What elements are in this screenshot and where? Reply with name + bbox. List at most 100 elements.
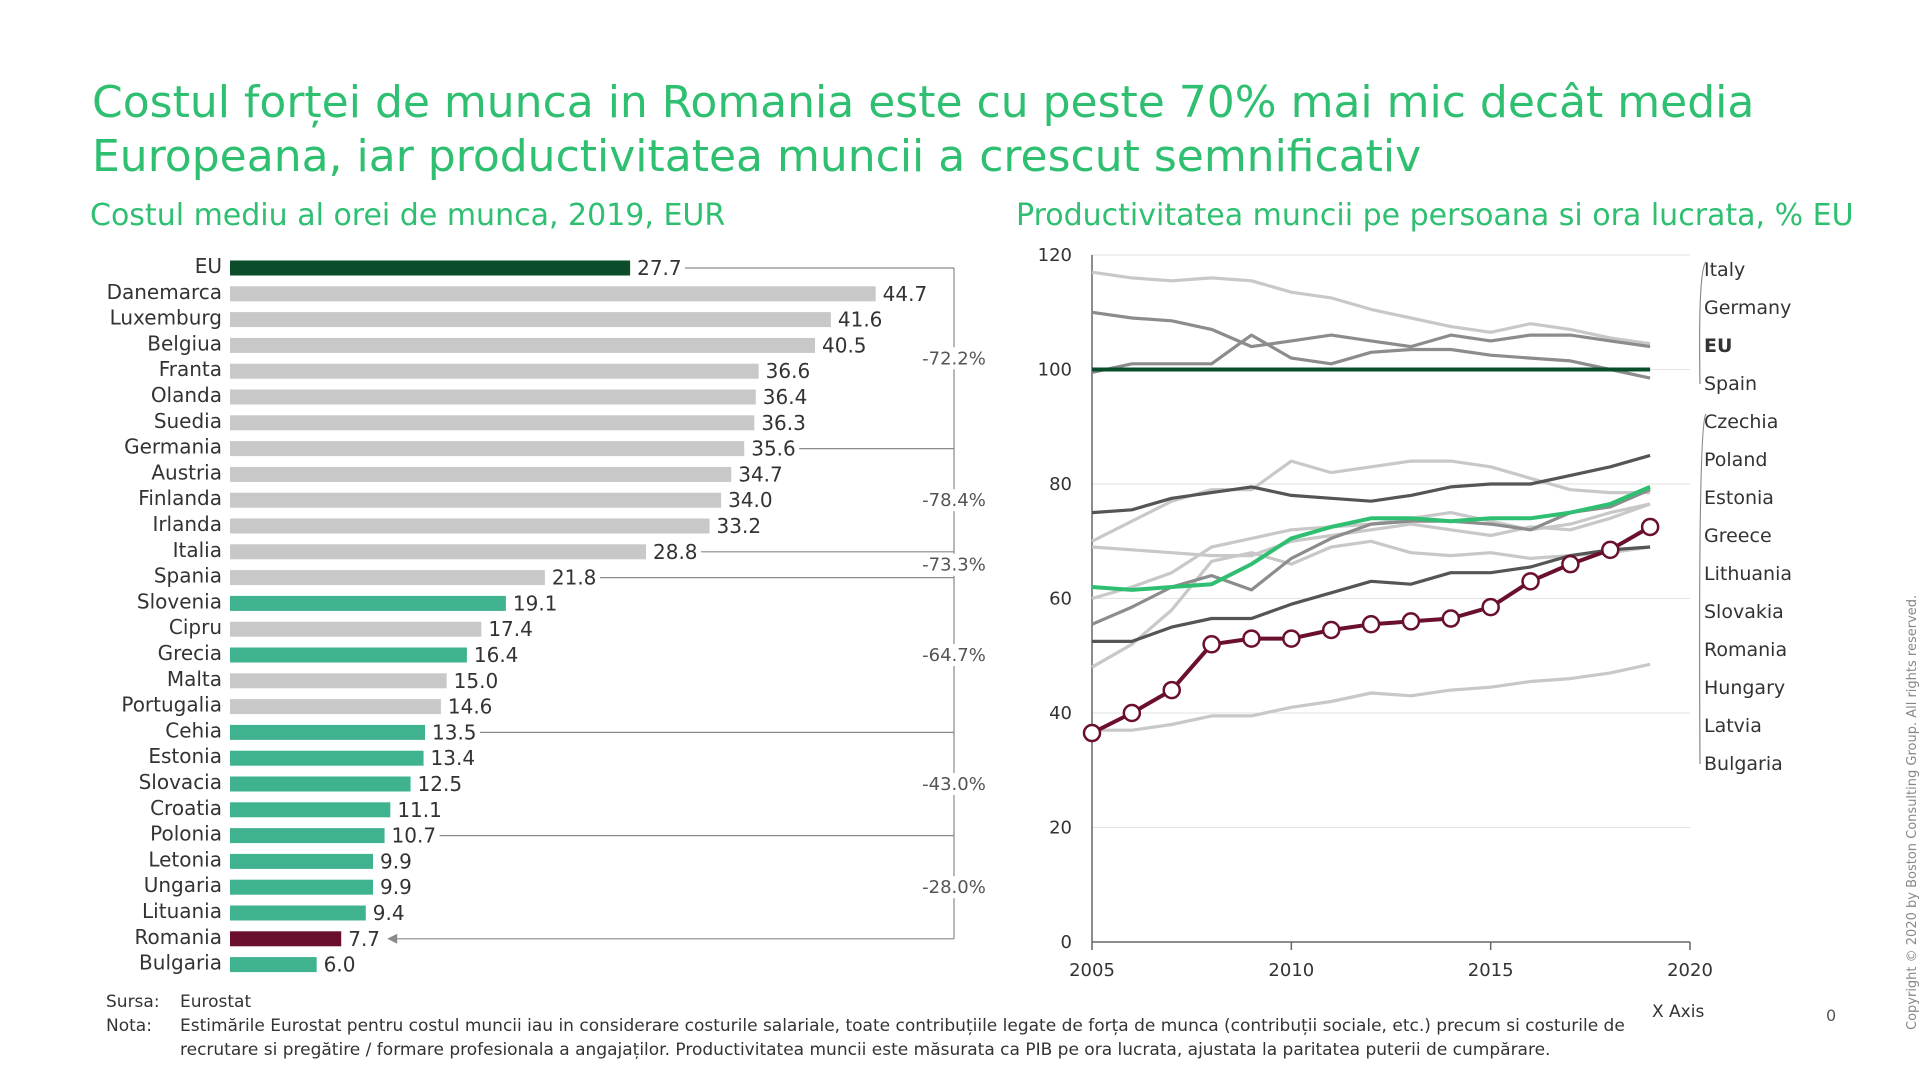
bar xyxy=(230,570,545,586)
title-line-2: Europeana, iar productivitatea muncii a … xyxy=(92,131,1422,182)
bar-value-label: 14.6 xyxy=(448,695,493,719)
romania-point xyxy=(1401,612,1421,631)
bar-category-label: Cehia xyxy=(165,718,222,742)
bar-value-label: 34.0 xyxy=(728,488,773,512)
bar-value-label: 13.5 xyxy=(432,720,477,744)
bar xyxy=(230,492,722,508)
bar-category-label: Grecia xyxy=(158,641,222,665)
romania-point xyxy=(1321,620,1341,640)
bar xyxy=(230,595,506,611)
page-title: Costul forței de munca in Romania este c… xyxy=(92,76,1792,184)
x-tick-label: 2020 xyxy=(1667,960,1713,981)
bar-value-label: 40.5 xyxy=(822,333,867,357)
bar-value-label: 33.2 xyxy=(717,514,762,538)
bracket-label-bg xyxy=(916,773,992,795)
bar-value-label: 17.4 xyxy=(488,617,533,641)
bar-category-label: Romania xyxy=(135,925,222,949)
bar xyxy=(230,363,759,379)
bar-category-label: Olanda xyxy=(151,383,222,407)
romania-point xyxy=(1282,629,1301,648)
bar-value-label: 19.1 xyxy=(513,591,558,615)
legend-entry: Hungary xyxy=(1704,677,1785,699)
bar-category-label: Germania xyxy=(124,435,222,459)
bar-value-label: 44.7 xyxy=(883,282,928,306)
bar-value-label: 41.6 xyxy=(838,308,883,332)
note-line-1: Estimările Eurostat pentru costul muncii… xyxy=(180,1016,1625,1036)
bracket-label: -64.7% xyxy=(922,645,986,666)
bracket-label: -28.0% xyxy=(922,877,986,898)
bar-value-label: 35.6 xyxy=(751,437,796,461)
bar-value-label: 10.7 xyxy=(392,824,437,848)
bar xyxy=(230,750,424,766)
bar-category-label: Portugalia xyxy=(121,693,222,717)
bar xyxy=(230,699,441,715)
bar-category-label: Lituania xyxy=(142,899,222,923)
bar-value-label: 34.7 xyxy=(738,462,783,486)
legend-entry: Estonia xyxy=(1704,487,1774,509)
bar xyxy=(230,724,425,740)
romania-point xyxy=(1441,609,1461,628)
romania-point xyxy=(1242,629,1261,648)
bar-category-label: Slovenia xyxy=(137,589,222,613)
bar-category-label: Danemarca xyxy=(107,280,222,304)
bar-value-label: 15.0 xyxy=(454,669,499,693)
bar-category-label: Estonia xyxy=(148,744,222,768)
bar-value-label: 36.6 xyxy=(766,359,811,383)
series-line-lithuania xyxy=(1091,488,1651,626)
y-tick-label: 40 xyxy=(1049,703,1072,724)
bar-value-label: 13.4 xyxy=(431,746,476,770)
bar xyxy=(230,879,373,895)
x-axis-title: X Axis xyxy=(1652,1002,1705,1022)
bar xyxy=(230,260,631,276)
bar-value-label: 28.8 xyxy=(653,540,698,564)
legend-entry: Latvia xyxy=(1704,715,1762,737)
bar xyxy=(230,828,385,844)
bar-category-label: Irlanda xyxy=(152,512,222,536)
bar xyxy=(230,415,755,431)
x-tick-label: 2010 xyxy=(1268,960,1314,981)
bar-category-label: Spania xyxy=(154,564,222,588)
arrow-head xyxy=(387,933,398,944)
bar xyxy=(230,441,745,457)
bar-value-label: 11.1 xyxy=(397,798,442,822)
y-tick-label: 20 xyxy=(1049,818,1072,839)
copyright-notice: Copyright © 2020 by Boston Consulting Gr… xyxy=(1905,594,1920,1030)
bar xyxy=(230,647,467,663)
romania-point xyxy=(1361,615,1381,634)
bar xyxy=(230,621,482,637)
y-tick-label: 120 xyxy=(1038,245,1072,266)
bracket-label-bg xyxy=(916,876,992,899)
legend-entry: Italy xyxy=(1704,259,1745,281)
series-line-spain xyxy=(1091,333,1651,380)
bracket-label: -43.0% xyxy=(922,774,986,795)
bracket-label: -72.2% xyxy=(922,348,986,369)
bar-category-label: Belgiua xyxy=(147,331,222,355)
title-line-1: Costul forței de munca in Romania este c… xyxy=(92,77,1755,128)
bar-value-label: 9.9 xyxy=(380,849,412,873)
series-line-germany xyxy=(1091,310,1651,349)
bar xyxy=(230,312,831,328)
bar xyxy=(230,957,317,973)
bar-category-label: Luxemburg xyxy=(110,306,222,330)
bar-category-label: Ungaria xyxy=(144,873,222,897)
labor-cost-bar-chart: EU 27.7 Danemarca 44.7 Luxemburg 41.6 Belgiua 4… xyxy=(107,254,992,977)
legend-entry: EU xyxy=(1704,335,1732,357)
source-value: Eurostat xyxy=(180,992,252,1012)
bar xyxy=(230,389,756,405)
bar-category-label: Austria xyxy=(151,460,222,484)
bar xyxy=(230,286,876,302)
bracket-label-bg xyxy=(916,644,992,666)
legend-bracket xyxy=(1699,413,1707,765)
bar-value-label: 36.3 xyxy=(761,411,806,435)
legend-entry: Greece xyxy=(1704,525,1772,547)
bar-value-label: 21.8 xyxy=(552,566,597,590)
bar xyxy=(230,518,710,534)
bar-value-label: 16.4 xyxy=(474,643,519,667)
bar-value-label: 36.4 xyxy=(763,385,808,409)
source-key: Sursa: xyxy=(106,992,160,1012)
bar-category-label: Polonia xyxy=(150,822,222,846)
romania-point xyxy=(1162,680,1181,700)
bar-value-label: 12.5 xyxy=(418,772,463,796)
bar xyxy=(230,905,366,921)
y-tick-label: 0 xyxy=(1061,932,1072,953)
